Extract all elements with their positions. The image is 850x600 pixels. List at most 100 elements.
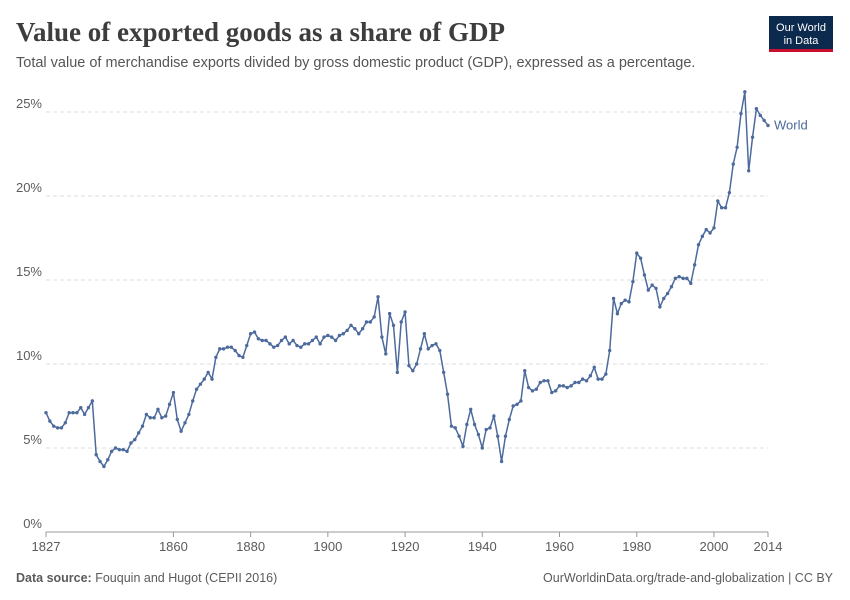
- point: [677, 274, 681, 279]
- point: [654, 286, 658, 291]
- point: [553, 389, 558, 393]
- point: [314, 335, 318, 339]
- x-tick-label: 1880: [236, 539, 265, 554]
- point: [75, 411, 79, 415]
- y-tick-label: 25%: [16, 96, 42, 111]
- source-text: Fouquin and Hugot (CEPII 2016): [95, 571, 277, 585]
- point: [79, 405, 83, 410]
- point: [689, 281, 693, 286]
- point: [673, 276, 678, 281]
- point: [384, 352, 388, 356]
- point: [372, 315, 376, 319]
- point: [275, 343, 280, 348]
- point: [727, 190, 732, 195]
- point: [681, 276, 685, 281]
- point: [588, 374, 593, 378]
- point: [461, 444, 465, 449]
- point: [353, 327, 357, 331]
- point: [739, 111, 743, 116]
- point: [341, 332, 345, 336]
- point: [557, 384, 562, 388]
- point: [206, 370, 210, 375]
- point: [129, 441, 133, 445]
- point: [754, 106, 759, 111]
- point: [422, 332, 427, 336]
- point: [546, 379, 550, 383]
- point: [248, 332, 253, 336]
- point: [191, 399, 195, 403]
- point: [225, 345, 230, 349]
- point: [735, 145, 739, 149]
- point: [260, 338, 264, 343]
- point: [102, 464, 106, 469]
- point: [318, 342, 322, 346]
- chart-subtitle: Total value of merchandise exports divid…: [16, 55, 695, 71]
- point: [252, 330, 257, 334]
- point: [391, 323, 396, 328]
- point: [403, 310, 407, 314]
- point: [646, 288, 651, 292]
- point: [349, 323, 353, 328]
- logo: [769, 16, 833, 52]
- point: [499, 459, 504, 464]
- point: [411, 369, 415, 373]
- point: [167, 402, 172, 407]
- point: [457, 434, 461, 438]
- y-tick-label: 0%: [23, 516, 42, 531]
- point: [360, 327, 365, 331]
- point: [44, 411, 48, 415]
- point: [758, 113, 762, 118]
- point: [357, 332, 361, 336]
- point: [237, 353, 241, 358]
- x-tick-label: 2000: [699, 539, 728, 554]
- x-tick-label: 1960: [545, 539, 574, 554]
- point: [627, 300, 631, 304]
- point: [330, 335, 334, 339]
- point: [152, 416, 156, 420]
- point: [368, 320, 373, 324]
- point: [109, 449, 114, 454]
- point: [685, 276, 689, 281]
- point: [287, 342, 291, 346]
- point: [140, 424, 145, 428]
- point: [523, 369, 527, 373]
- point: [395, 370, 400, 375]
- point: [264, 338, 268, 343]
- point: [202, 377, 206, 381]
- logo-text: Our World: [776, 22, 826, 34]
- source-label: Data source:: [16, 571, 92, 585]
- point: [438, 348, 442, 353]
- point: [94, 453, 98, 457]
- x-tick-label: 1920: [391, 539, 420, 554]
- point: [492, 414, 496, 418]
- point: [426, 347, 430, 351]
- point: [364, 320, 369, 324]
- point: [762, 118, 766, 123]
- point: [283, 335, 288, 339]
- point: [241, 355, 245, 359]
- point: [746, 169, 751, 173]
- point: [608, 348, 612, 353]
- x-tick-label: 1940: [468, 539, 497, 554]
- point: [310, 338, 315, 343]
- point: [476, 432, 481, 437]
- point: [619, 301, 623, 306]
- point: [642, 273, 647, 277]
- point: [418, 347, 423, 351]
- point: [538, 380, 542, 385]
- point: [592, 365, 596, 370]
- y-tick-label: 15%: [16, 264, 42, 279]
- point: [503, 434, 508, 438]
- point: [712, 226, 716, 230]
- point: [163, 414, 168, 418]
- point: [515, 402, 519, 407]
- point: [723, 206, 728, 210]
- point: [302, 342, 307, 346]
- point: [700, 234, 705, 239]
- series-line: [45, 91, 769, 468]
- point: [507, 417, 512, 422]
- point: [337, 333, 342, 338]
- point: [144, 412, 149, 417]
- point: [445, 392, 450, 396]
